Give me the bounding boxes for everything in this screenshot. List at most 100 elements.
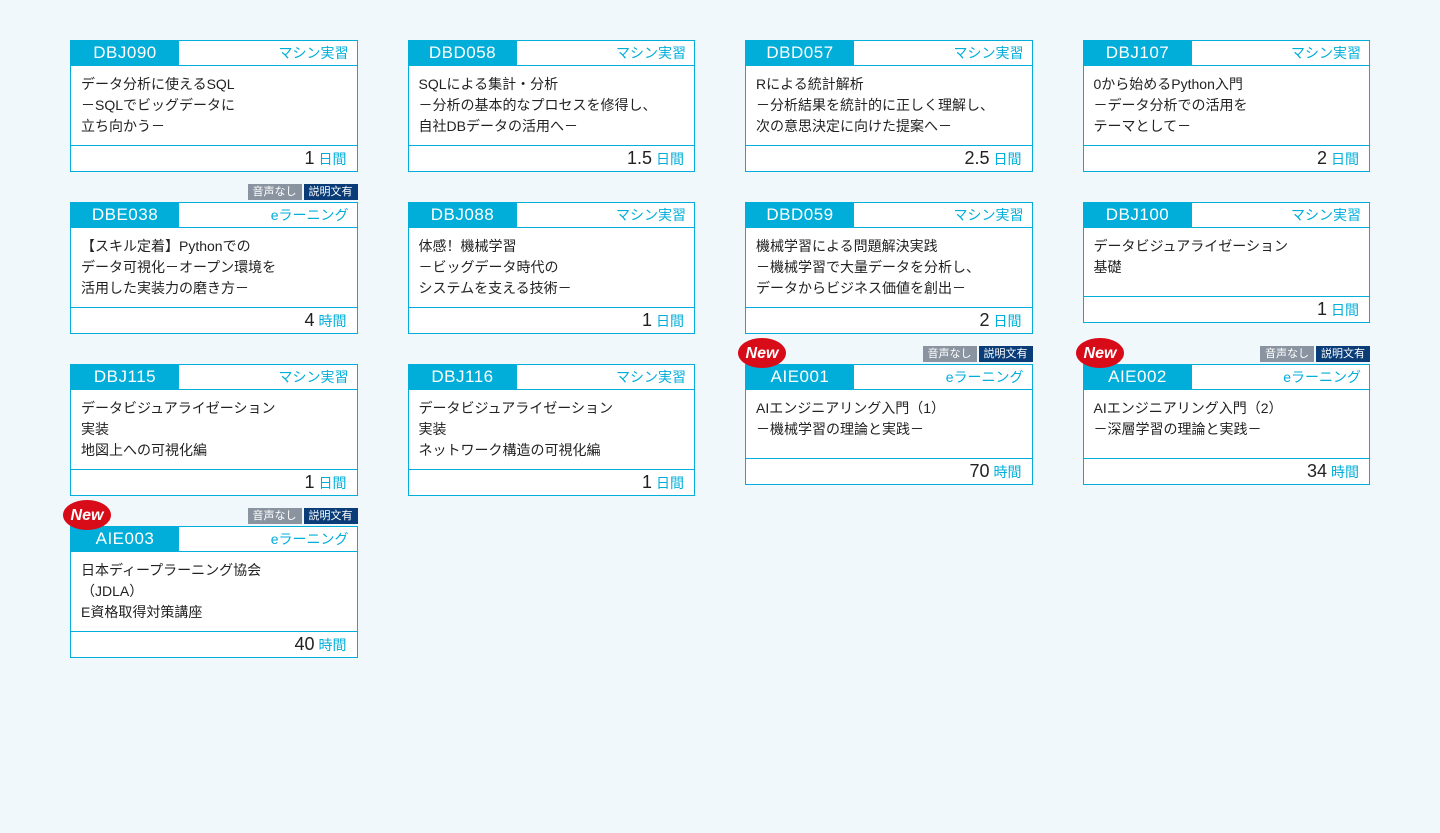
course-type: マシン実習 xyxy=(179,365,357,389)
body-line: 日本ディープラーニング協会 xyxy=(81,560,347,581)
card-body: データビジュアライゼーション実装ネットワーク構造の可視化編 xyxy=(409,390,695,469)
card-header: DBJ115マシン実習 xyxy=(71,365,357,390)
body-line: －分析の基本的なプロセスを修得し、 xyxy=(419,95,685,116)
duration-unit: 時間 xyxy=(994,462,1022,482)
card-footer: 2.5日間 xyxy=(746,145,1032,171)
card-body: データ分析に使えるSQL－SQLでビッグデータに立ち向かう－ xyxy=(71,66,357,145)
body-line: AIエンジニアリング入門（1） xyxy=(756,398,1022,419)
course-card[interactable]: DBJ115マシン実習データビジュアライゼーション実装地図上への可視化編1日間 xyxy=(70,364,358,496)
course-code: DBD058 xyxy=(409,41,517,65)
body-line: ネットワーク構造の可視化編 xyxy=(419,440,685,461)
course-type: マシン実習 xyxy=(517,41,695,65)
course-card-wrapper: DBJ107マシン実習0から始めるPython入門－データ分析での活用をテーマと… xyxy=(1083,40,1371,172)
card-footer: 70時間 xyxy=(746,458,1032,484)
course-code: DBJ088 xyxy=(409,203,517,227)
card-footer: 34時間 xyxy=(1084,458,1370,484)
duration-value: 1 xyxy=(642,310,652,331)
duration-unit: 日間 xyxy=(1331,149,1359,169)
course-type: マシン実習 xyxy=(1192,41,1370,65)
duration-value: 70 xyxy=(969,461,989,482)
duration-value: 1 xyxy=(1317,299,1327,320)
card-footer: 2日間 xyxy=(1084,145,1370,171)
body-line: 地図上への可視化編 xyxy=(81,440,347,461)
card-footer: 1日間 xyxy=(409,469,695,495)
course-card[interactable]: AIE001eラーニングAIエンジニアリング入門（1）－機械学習の理論と実践－7… xyxy=(745,364,1033,485)
body-line: データビジュアライゼーション xyxy=(1094,236,1360,257)
svg-text:New: New xyxy=(746,345,780,362)
course-card-wrapper: New音声なし説明文有AIE002eラーニングAIエンジニアリング入門（2）－深… xyxy=(1083,364,1371,496)
course-card-wrapper: DBD058マシン実習SQLによる集計・分析－分析の基本的なプロセスを修得し、自… xyxy=(408,40,696,172)
body-line: －機械学習で大量データを分析し、 xyxy=(756,257,1022,278)
body-line: －分析結果を統計的に正しく理解し、 xyxy=(756,95,1022,116)
duration-unit: 時間 xyxy=(1331,462,1359,482)
course-card[interactable]: AIE002eラーニングAIエンジニアリング入門（2）－深層学習の理論と実践－3… xyxy=(1083,364,1371,485)
pre-tag-audio: 音声なし xyxy=(923,346,977,362)
card-body: AIエンジニアリング入門（1）－機械学習の理論と実践－ xyxy=(746,390,1032,458)
body-line: 実装 xyxy=(419,419,685,440)
card-header: AIE001eラーニング xyxy=(746,365,1032,390)
course-card-wrapper: DBJ088マシン実習体感！機械学習－ビッグデータ時代のシステムを支える技術－1… xyxy=(408,202,696,334)
body-line: 0から始めるPython入門 xyxy=(1094,74,1360,95)
course-card[interactable]: DBJ107マシン実習0から始めるPython入門－データ分析での活用をテーマと… xyxy=(1083,40,1371,172)
body-line: 体感！機械学習 xyxy=(419,236,685,257)
card-header: DBD059マシン実習 xyxy=(746,203,1032,228)
course-card[interactable]: DBD058マシン実習SQLによる集計・分析－分析の基本的なプロセスを修得し、自… xyxy=(408,40,696,172)
body-line: データからビジネス価値を創出－ xyxy=(756,278,1022,299)
course-code: DBE038 xyxy=(71,203,179,227)
card-header: DBJ088マシン実習 xyxy=(409,203,695,228)
course-card[interactable]: DBJ090マシン実習データ分析に使えるSQL－SQLでビッグデータに立ち向かう… xyxy=(70,40,358,172)
card-body: データビジュアライゼーション基礎 xyxy=(1084,228,1370,296)
course-card[interactable]: DBJ100マシン実習データビジュアライゼーション基礎1日間 xyxy=(1083,202,1371,323)
course-card[interactable]: DBJ116マシン実習データビジュアライゼーション実装ネットワーク構造の可視化編… xyxy=(408,364,696,496)
duration-unit: 日間 xyxy=(656,473,684,493)
duration-unit: 日間 xyxy=(1331,300,1359,320)
course-card-wrapper: DBD059マシン実習機械学習による問題解決実践－機械学習で大量データを分析し、… xyxy=(745,202,1033,334)
pre-tag-doc: 説明文有 xyxy=(304,508,358,524)
card-header: DBD057マシン実習 xyxy=(746,41,1032,66)
pre-tags: 音声なし説明文有 xyxy=(923,346,1033,362)
card-body: 体感！機械学習－ビッグデータ時代のシステムを支える技術－ xyxy=(409,228,695,307)
duration-unit: 時間 xyxy=(319,311,347,331)
course-card-wrapper: DBJ116マシン実習データビジュアライゼーション実装ネットワーク構造の可視化編… xyxy=(408,364,696,496)
duration-value: 34 xyxy=(1307,461,1327,482)
card-header: DBE038eラーニング xyxy=(71,203,357,228)
card-header: DBJ116マシン実習 xyxy=(409,365,695,390)
duration-unit: 時間 xyxy=(319,635,347,655)
body-line: 活用した実装力の磨き方－ xyxy=(81,278,347,299)
card-header: AIE003eラーニング xyxy=(71,527,357,552)
card-footer: 1日間 xyxy=(409,307,695,333)
duration-value: 1 xyxy=(642,472,652,493)
course-type: マシン実習 xyxy=(179,41,357,65)
course-card[interactable]: DBJ088マシン実習体感！機械学習－ビッグデータ時代のシステムを支える技術－1… xyxy=(408,202,696,334)
body-line: AIエンジニアリング入門（2） xyxy=(1094,398,1360,419)
body-line: （JDLA） xyxy=(81,581,347,602)
course-code: AIE002 xyxy=(1084,365,1192,389)
course-type: マシン実習 xyxy=(854,41,1032,65)
course-card[interactable]: DBE038eラーニング【スキル定着】Pythonでのデータ可視化－オープン環境… xyxy=(70,202,358,334)
svg-text:New: New xyxy=(1083,345,1117,362)
body-line: データ分析に使えるSQL xyxy=(81,74,347,95)
duration-unit: 日間 xyxy=(656,311,684,331)
card-footer: 1日間 xyxy=(71,469,357,495)
duration-value: 1 xyxy=(304,148,314,169)
pre-tag-audio: 音声なし xyxy=(248,184,302,200)
body-line: データ可視化－オープン環境を xyxy=(81,257,347,278)
course-card[interactable]: AIE003eラーニング日本ディープラーニング協会（JDLA）E資格取得対策講座… xyxy=(70,526,358,658)
course-code: AIE001 xyxy=(746,365,854,389)
course-type: マシン実習 xyxy=(517,203,695,227)
body-line: －機械学習の理論と実践－ xyxy=(756,419,1022,440)
card-header: DBD058マシン実習 xyxy=(409,41,695,66)
card-body: 日本ディープラーニング協会（JDLA）E資格取得対策講座 xyxy=(71,552,357,631)
course-card[interactable]: DBD057マシン実習Rによる統計解析－分析結果を統計的に正しく理解し、次の意思… xyxy=(745,40,1033,172)
body-line: 基礎 xyxy=(1094,257,1360,278)
course-card[interactable]: DBD059マシン実習機械学習による問題解決実践－機械学習で大量データを分析し、… xyxy=(745,202,1033,334)
card-footer: 1日間 xyxy=(1084,296,1370,322)
course-type: eラーニング xyxy=(854,365,1032,389)
card-header: DBJ100マシン実習 xyxy=(1084,203,1370,228)
course-type: マシン実習 xyxy=(1192,203,1370,227)
card-footer: 4時間 xyxy=(71,307,357,333)
card-body: AIエンジニアリング入門（2）－深層学習の理論と実践－ xyxy=(1084,390,1370,458)
duration-unit: 日間 xyxy=(656,149,684,169)
duration-value: 1 xyxy=(304,472,314,493)
body-line: －データ分析での活用を xyxy=(1094,95,1360,116)
